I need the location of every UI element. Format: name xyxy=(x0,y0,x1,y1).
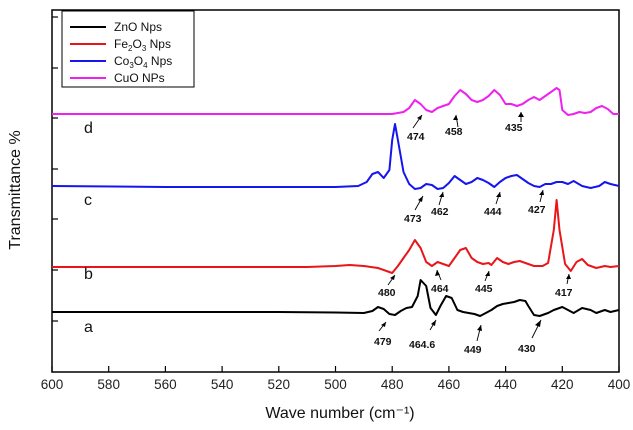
svg-text:435: 435 xyxy=(505,122,523,134)
legend-entry-co3o4: Co3O4 Nps xyxy=(70,54,172,70)
peak-c-473: 473 xyxy=(404,195,424,225)
x-tick-label: 520 xyxy=(268,377,291,392)
x-axis-ticks: 600 580 560 540 520 500 480 460 440 420 400 xyxy=(41,366,631,392)
series-line-d xyxy=(52,87,619,116)
svg-text:474: 474 xyxy=(407,131,425,143)
legend: ZnO Nps Fe2O3 Nps Co3O4 Nps CuO NPs xyxy=(61,10,195,88)
peak-a-479: 479 xyxy=(374,321,392,348)
peak-d-435: 435 xyxy=(505,112,524,134)
peak-annotations: 474 458 435 473 462 444 xyxy=(374,112,573,356)
y-axis-ticks xyxy=(52,16,58,322)
peak-c-462: 462 xyxy=(431,191,449,218)
y-axis-title: Transmittance % xyxy=(7,130,24,249)
curve-label-c: c xyxy=(84,192,92,209)
series-line-a xyxy=(52,279,620,317)
peak-b-464: 464 xyxy=(431,269,449,295)
peak-b-417: 417 xyxy=(555,273,573,299)
svg-text:458: 458 xyxy=(445,126,463,138)
legend-entry-fe2o3: Fe2O3 Nps xyxy=(70,37,171,53)
legend-entry-cuo: CuO NPs xyxy=(70,71,165,85)
svg-text:430: 430 xyxy=(518,343,536,355)
svg-text:473: 473 xyxy=(404,213,422,225)
x-tick-label: 600 xyxy=(41,377,64,392)
svg-text:Co3O4 Nps: Co3O4 Nps xyxy=(114,54,172,70)
peak-d-458: 458 xyxy=(445,114,463,138)
x-tick-label: 500 xyxy=(324,377,347,392)
svg-text:427: 427 xyxy=(528,204,546,216)
x-tick-label: 480 xyxy=(381,377,404,392)
peak-b-445: 445 xyxy=(475,270,493,295)
peak-d-474: 474 xyxy=(407,114,425,143)
x-tick-label: 400 xyxy=(608,377,631,392)
peak-c-444: 444 xyxy=(484,191,502,218)
series-line-c xyxy=(51,123,620,190)
svg-text:444: 444 xyxy=(484,206,502,218)
curve-label-b: b xyxy=(84,266,93,283)
x-tick-label: 580 xyxy=(97,377,120,392)
series-line-b xyxy=(52,199,620,274)
peak-b-480: 480 xyxy=(378,274,396,299)
svg-text:479: 479 xyxy=(374,336,392,348)
svg-text:417: 417 xyxy=(555,287,573,299)
legend-box xyxy=(61,10,195,88)
svg-text:480: 480 xyxy=(378,287,396,299)
svg-text:Fe2O3 Nps: Fe2O3 Nps xyxy=(114,37,171,53)
series-layer xyxy=(51,87,620,317)
svg-text:449: 449 xyxy=(464,344,482,356)
peak-c-427: 427 xyxy=(528,189,546,216)
curve-label-a: a xyxy=(84,319,93,336)
legend-entry-zno: ZnO Nps xyxy=(70,20,162,34)
svg-text:CuO NPs: CuO NPs xyxy=(114,71,165,85)
x-tick-label: 560 xyxy=(154,377,177,392)
x-tick-label: 460 xyxy=(438,377,461,392)
svg-text:464: 464 xyxy=(431,283,449,295)
svg-text:464.6: 464.6 xyxy=(409,339,435,351)
peak-a-430: 430 xyxy=(518,319,542,355)
x-tick-label: 540 xyxy=(211,377,234,392)
x-axis-title: Wave number (cm⁻¹) xyxy=(265,405,414,422)
svg-text:462: 462 xyxy=(431,206,449,218)
svg-text:445: 445 xyxy=(475,283,493,295)
svg-text:ZnO Nps: ZnO Nps xyxy=(114,20,162,34)
curve-label-d: d xyxy=(84,120,93,137)
peak-a-449: 449 xyxy=(464,324,482,356)
peak-a-464-6: 464.6 xyxy=(409,319,437,351)
x-tick-label: 440 xyxy=(494,377,517,392)
x-tick-label: 420 xyxy=(551,377,574,392)
